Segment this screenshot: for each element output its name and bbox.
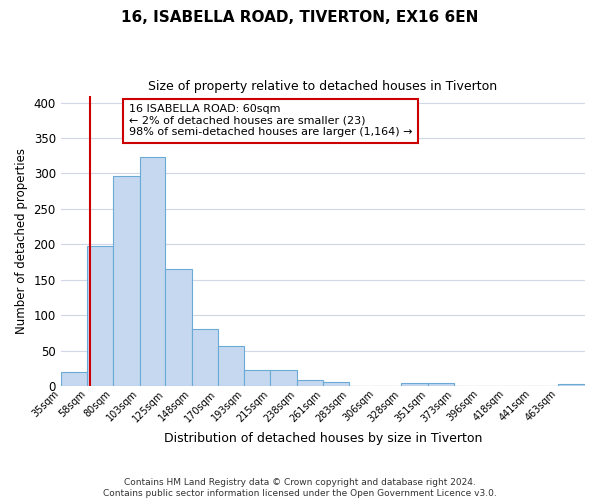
Bar	[166, 269, 192, 386]
Bar	[270, 370, 296, 386]
Bar	[323, 382, 349, 386]
Text: 16 ISABELLA ROAD: 60sqm
← 2% of detached houses are smaller (23)
98% of semi-det: 16 ISABELLA ROAD: 60sqm ← 2% of detached…	[129, 104, 412, 138]
Bar	[401, 383, 428, 386]
Bar	[558, 384, 585, 386]
Bar	[218, 346, 244, 386]
Bar	[113, 176, 140, 386]
Bar	[192, 328, 218, 386]
Text: Contains HM Land Registry data © Crown copyright and database right 2024.
Contai: Contains HM Land Registry data © Crown c…	[103, 478, 497, 498]
Bar	[140, 157, 166, 386]
Text: 16, ISABELLA ROAD, TIVERTON, EX16 6EN: 16, ISABELLA ROAD, TIVERTON, EX16 6EN	[121, 10, 479, 25]
Bar	[428, 383, 454, 386]
Bar	[88, 246, 113, 386]
Bar	[244, 370, 270, 386]
Bar	[61, 372, 88, 386]
X-axis label: Distribution of detached houses by size in Tiverton: Distribution of detached houses by size …	[164, 432, 482, 445]
Bar	[296, 380, 323, 386]
Y-axis label: Number of detached properties: Number of detached properties	[15, 148, 28, 334]
Title: Size of property relative to detached houses in Tiverton: Size of property relative to detached ho…	[148, 80, 497, 93]
